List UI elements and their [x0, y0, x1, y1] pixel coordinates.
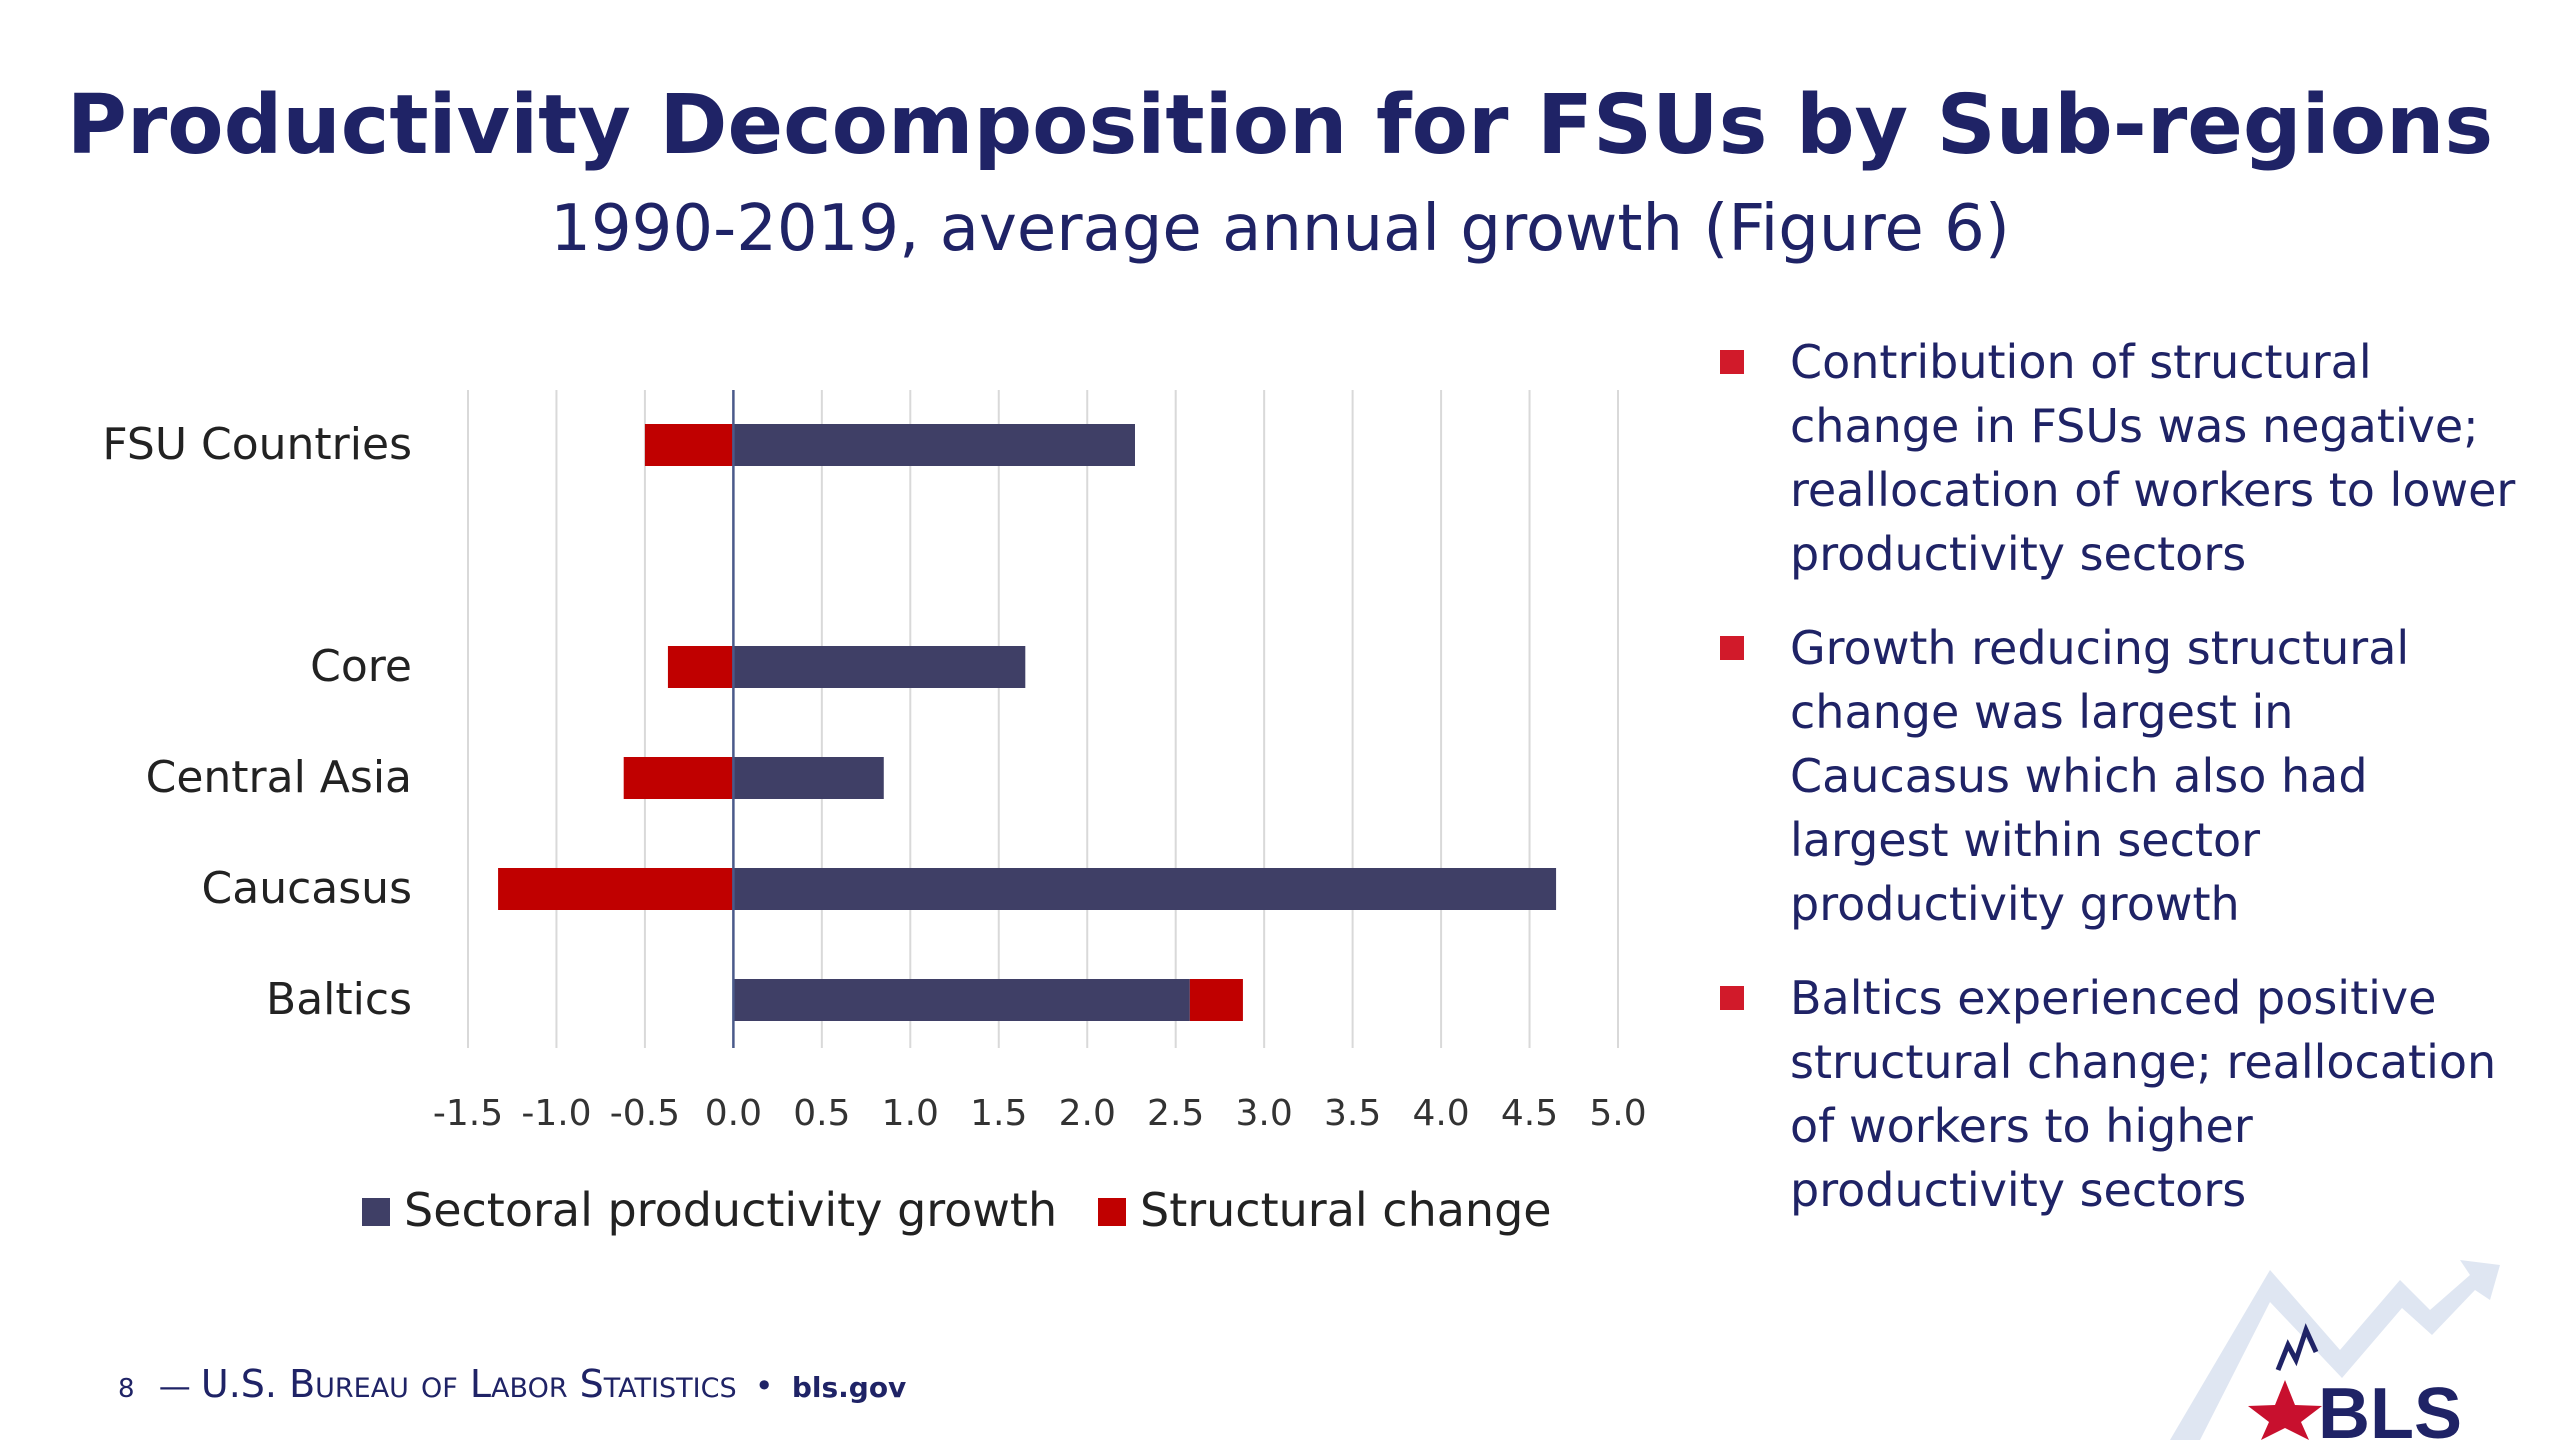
category-label: Central Asia — [146, 752, 412, 803]
legend-label: Sectoral productivity growth — [404, 1183, 1057, 1237]
x-tick-label: -1.0 — [521, 1093, 591, 1134]
bar-sectoral — [733, 646, 1026, 688]
bar-structural — [498, 868, 734, 910]
x-tick-label: 5.0 — [1589, 1093, 1646, 1134]
logo-text: BLS — [2318, 1374, 2462, 1440]
bar-structural — [623, 757, 734, 799]
bls-logo: BLS — [2170, 1260, 2500, 1440]
footer-site: bls.gov — [791, 1371, 907, 1404]
footer-org: U.S. Bureau of Labor Statistics — [200, 1362, 737, 1406]
legend-swatch — [1098, 1198, 1126, 1226]
bullet-list: Contribution of structural change in FSU… — [1720, 330, 2520, 1252]
x-tick-label: 0.0 — [705, 1093, 762, 1134]
x-tick-label: 1.5 — [970, 1093, 1027, 1134]
bullet-marker — [1720, 350, 1744, 374]
bar-sectoral — [733, 868, 1557, 910]
bar-structural — [667, 646, 734, 688]
logo-star-icon — [2248, 1380, 2322, 1440]
bullet-marker — [1720, 636, 1744, 660]
bar-structural — [1189, 979, 1243, 1021]
bar-sectoral — [733, 424, 1135, 466]
x-tick-label: 2.0 — [1059, 1093, 1116, 1134]
gridlines — [467, 390, 1619, 1048]
legend-label: Structural change — [1140, 1183, 1552, 1237]
x-tick-label: 4.5 — [1501, 1093, 1558, 1134]
slide-title: Productivity Decomposition for FSUs by S… — [66, 78, 2494, 173]
bar-sectoral — [733, 757, 884, 799]
x-tick-label: 1.0 — [882, 1093, 939, 1134]
x-tick-label: 3.0 — [1236, 1093, 1293, 1134]
logo-arrow-band — [2170, 1260, 2500, 1440]
page-number: 8 — [118, 1374, 135, 1404]
bar-sectoral — [733, 979, 1190, 1021]
bars — [498, 424, 1557, 1021]
bullet-item: Baltics experienced positive structural … — [1720, 966, 2520, 1222]
category-label: Caucasus — [202, 863, 412, 914]
footer: 8 — U.S. Bureau of Labor Statistics • bl… — [118, 1362, 906, 1406]
x-tick-label: -0.5 — [610, 1093, 680, 1134]
bullet-item: Contribution of structural change in FSU… — [1720, 330, 2520, 586]
category-labels: FSU Countries Core Central Asia Caucasus Bal… — [102, 419, 412, 1025]
category-label: FSU Countries — [102, 419, 412, 470]
logo-arrow-line — [2275, 1323, 2319, 1371]
legend-swatch — [362, 1198, 390, 1226]
x-tick-label: 0.5 — [793, 1093, 850, 1134]
tick-labels: -1.5 -1.0 -0.5 0.0 0.5 1.0 1.5 2.0 2.5 3.0 3.5 4.0 4… — [433, 1093, 1647, 1134]
x-tick-label: 3.5 — [1324, 1093, 1381, 1134]
x-tick-label: 4.0 — [1412, 1093, 1469, 1134]
bar-structural — [644, 424, 734, 466]
x-tick-label: 2.5 — [1147, 1093, 1204, 1134]
bullet-text: Growth reducing structural change was la… — [1790, 621, 2410, 931]
legend: Sectoral productivity growth Structural c… — [362, 1183, 1552, 1237]
footer-dash: — — [158, 1367, 191, 1405]
footer-dot: • — [754, 1367, 774, 1405]
bullet-text: Contribution of structural change in FSU… — [1790, 335, 2516, 581]
category-label: Baltics — [266, 974, 412, 1025]
category-label: Core — [310, 641, 412, 692]
bullet-marker — [1720, 986, 1744, 1010]
bullet-text: Baltics experienced positive structural … — [1790, 971, 2497, 1217]
x-tick-label: -1.5 — [433, 1093, 503, 1134]
slide-subtitle: 1990-2019, average annual growth (Figure… — [550, 192, 2010, 266]
bullet-item: Growth reducing structural change was la… — [1720, 616, 2520, 936]
